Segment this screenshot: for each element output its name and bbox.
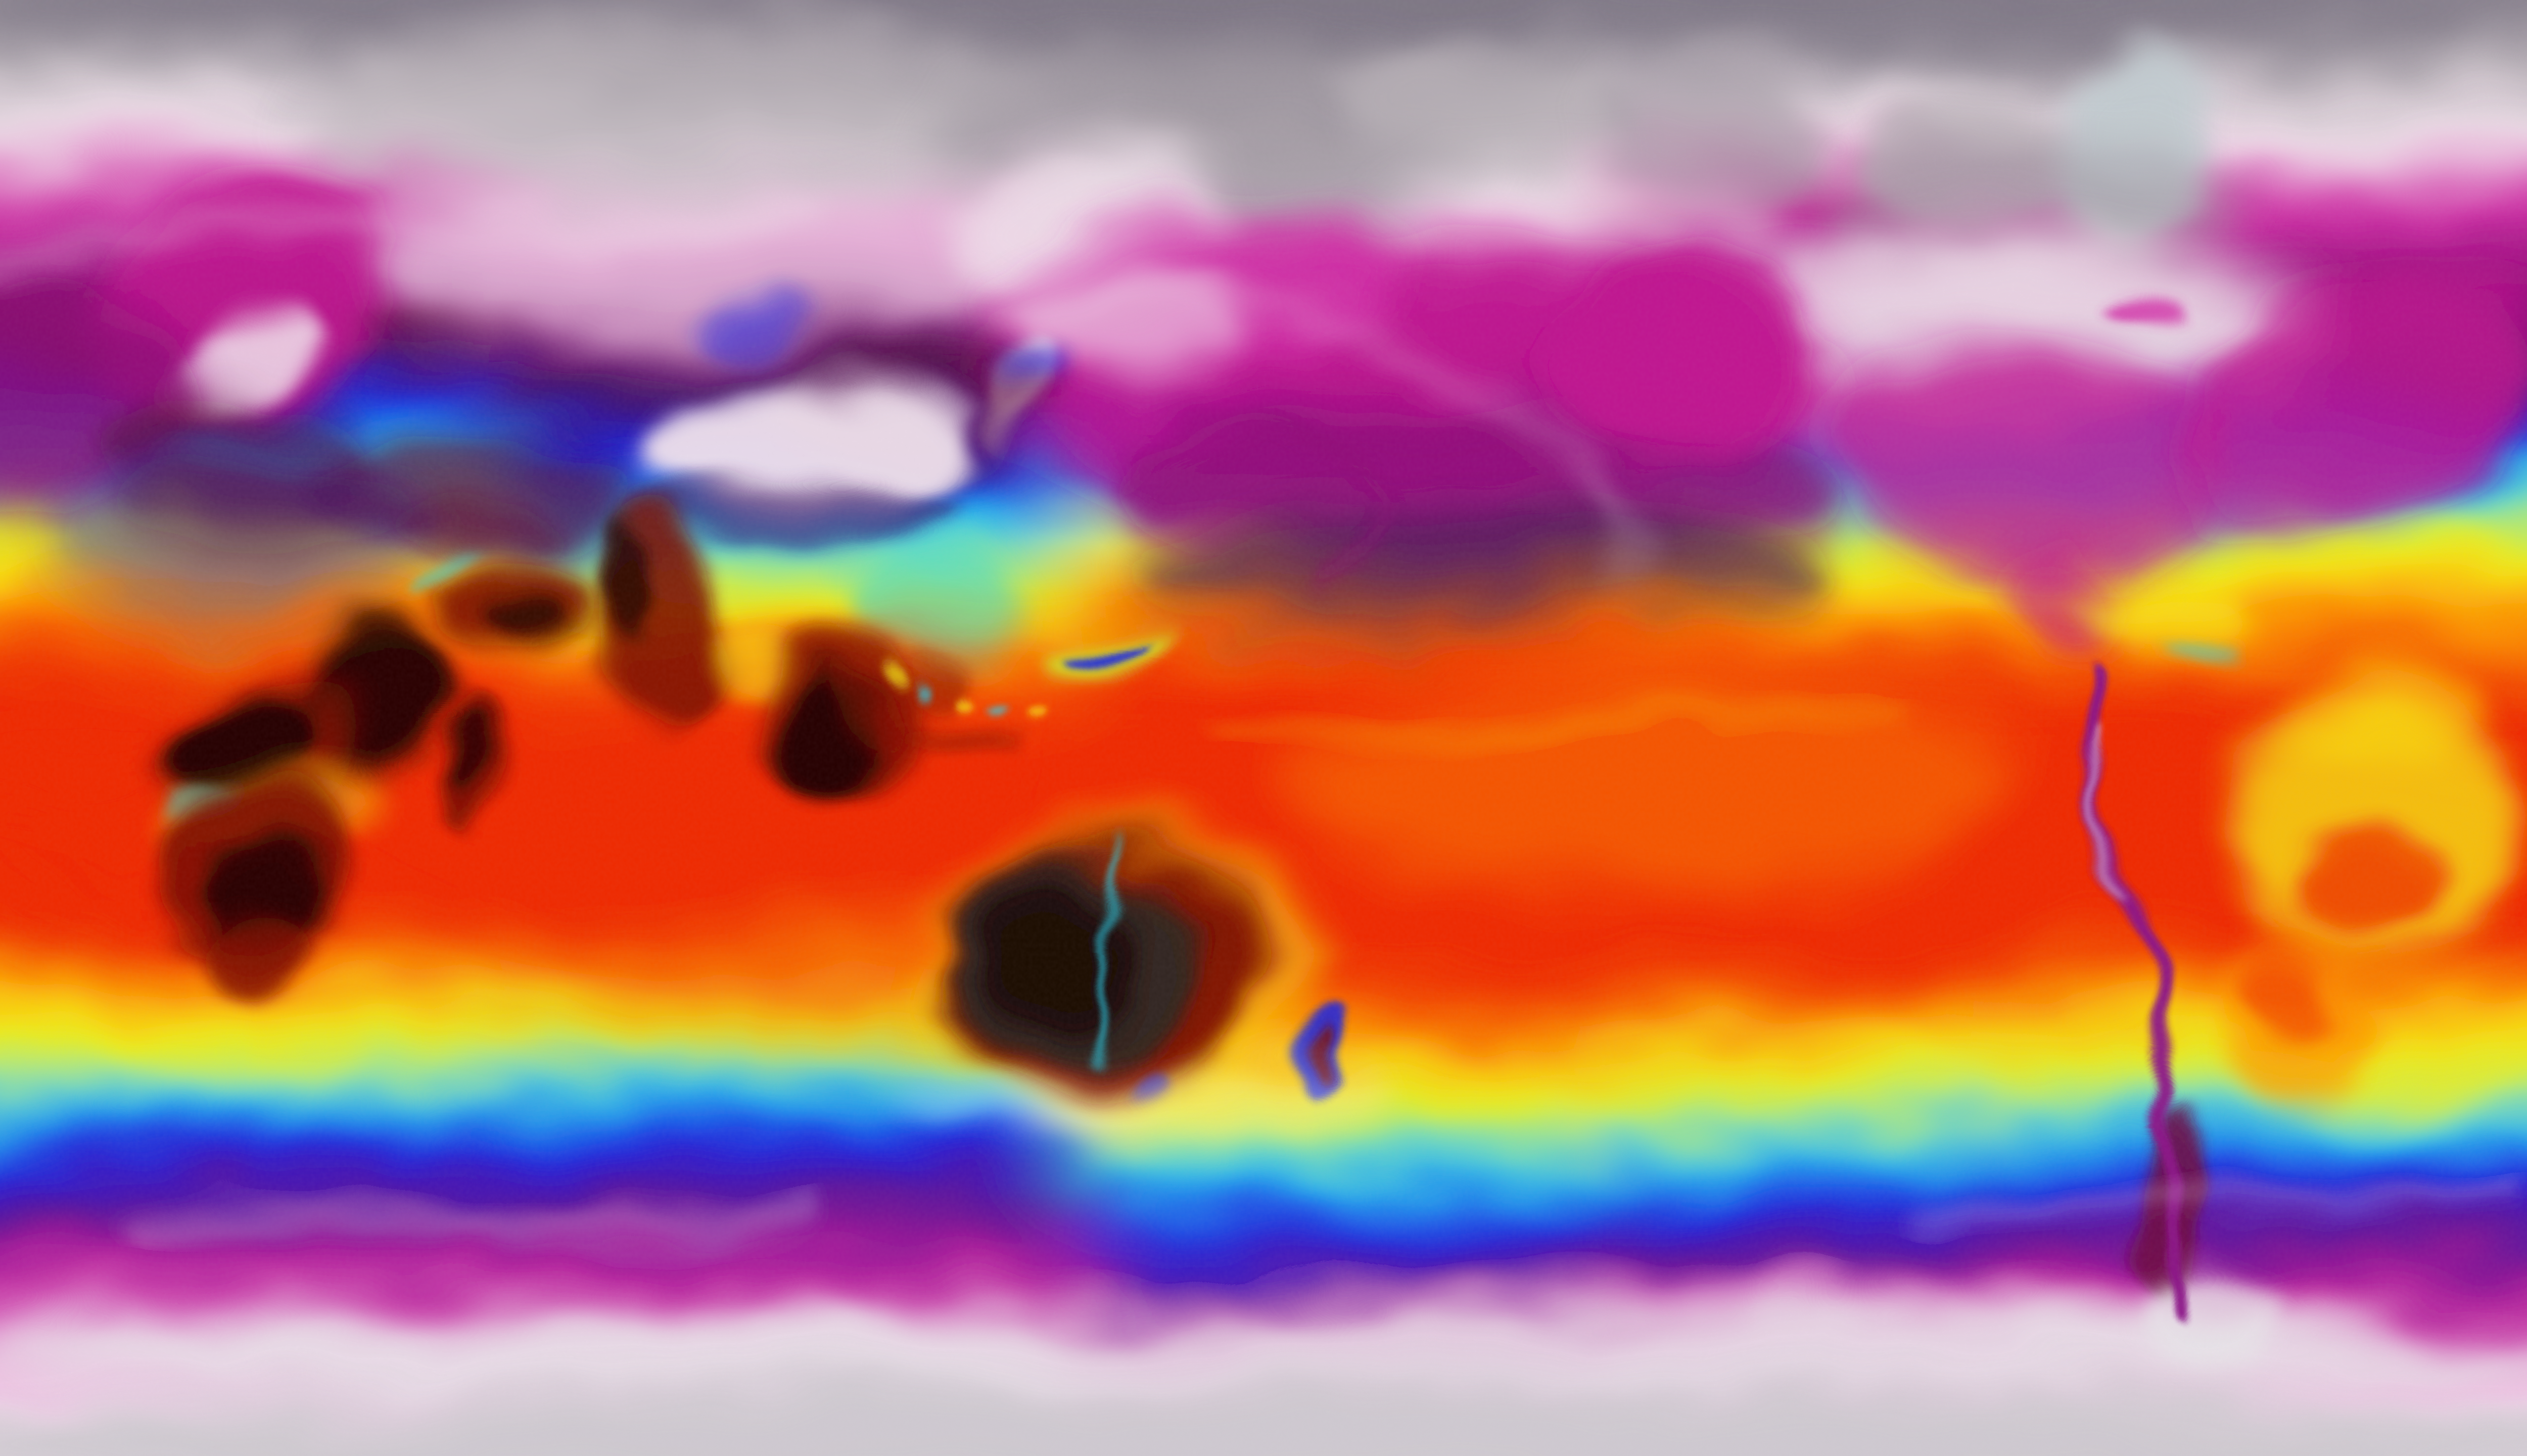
global-temperature-heatmap (0, 0, 2527, 1456)
noise-texture-overlay (0, 0, 2527, 1456)
world-temperature-map-canvas (0, 0, 2527, 1456)
